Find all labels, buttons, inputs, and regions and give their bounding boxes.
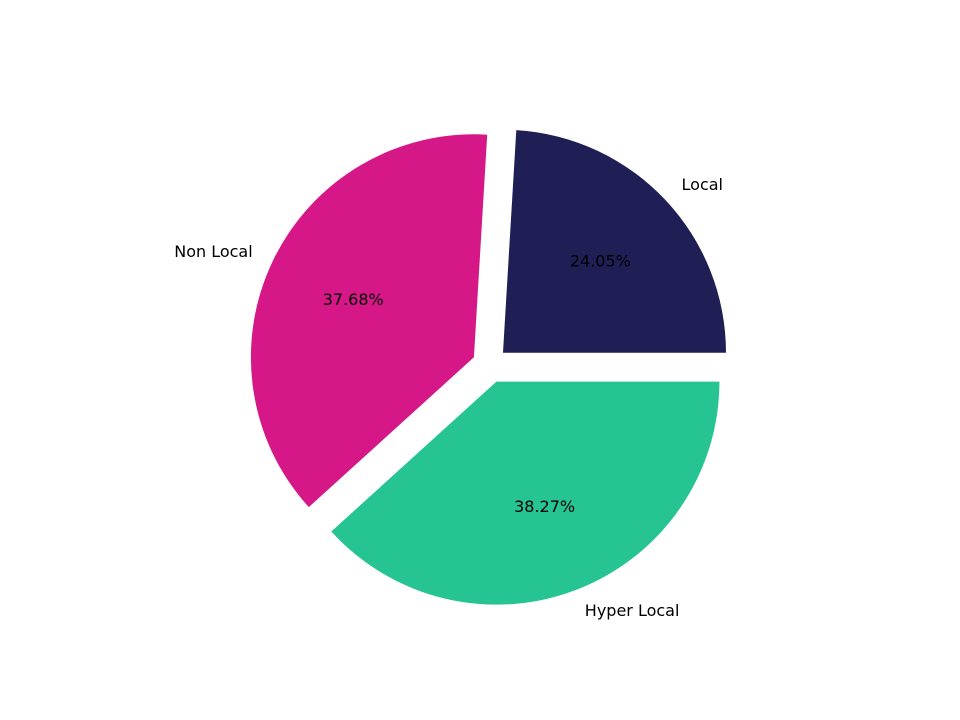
pie-category-label-non-local: Non Local xyxy=(174,242,252,261)
labels-layer: 24.05% Local 37.68% Non Local 38.27% Hyper Lo… xyxy=(174,175,723,620)
pie-slice-local xyxy=(502,130,726,353)
pie-percent-label-hyper-local: 38.27% xyxy=(514,497,575,516)
pie-percent-label-local: 24.05% xyxy=(570,252,631,271)
pie-category-label-hyper-local: Hyper Local xyxy=(585,601,680,620)
pie-percent-label-non-local: 37.68% xyxy=(323,290,384,309)
slices-layer xyxy=(250,130,726,605)
pie-slice-hyper-local xyxy=(331,381,720,605)
pie-category-label-local: Local xyxy=(682,175,723,194)
pie-slice-non-local xyxy=(250,134,488,508)
